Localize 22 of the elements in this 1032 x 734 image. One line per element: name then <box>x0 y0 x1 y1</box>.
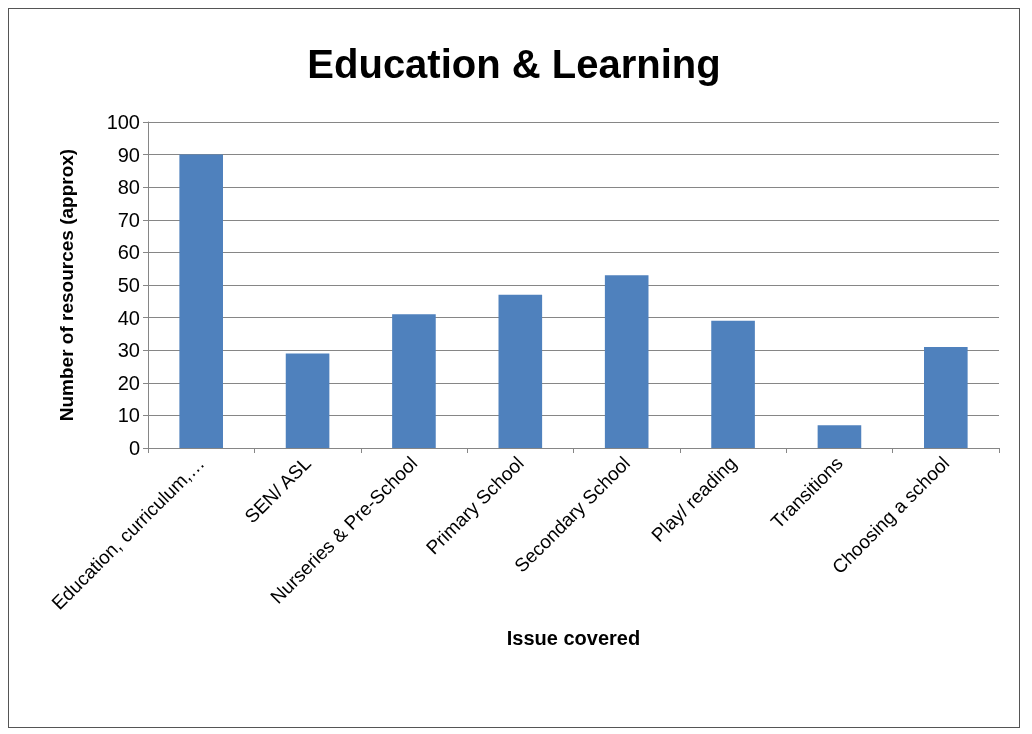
bar <box>392 314 436 448</box>
y-tick-label: 90 <box>117 143 140 166</box>
x-axis-title: Issue covered <box>506 627 641 649</box>
y-axis-title: Number of resources (approx) <box>56 148 77 422</box>
y-tick-label: 50 <box>117 274 140 296</box>
y-tick-label: 10 <box>117 404 140 427</box>
bar <box>817 425 862 448</box>
bar <box>924 346 968 448</box>
y-tick-label: 30 <box>117 339 140 362</box>
y-tick-label: 80 <box>117 176 140 199</box>
y-tick-label: 60 <box>117 241 140 264</box>
y-tick-label: 100 <box>106 111 140 133</box>
chart-title: Education & Learning <box>307 42 721 86</box>
y-tick-label: 70 <box>117 208 140 231</box>
bar <box>498 294 543 448</box>
bar <box>285 353 330 448</box>
y-tick-label: 20 <box>117 371 140 394</box>
bar <box>711 320 755 448</box>
y-tick-label: 0 <box>128 437 140 459</box>
y-tick-label: 40 <box>117 306 140 329</box>
bar <box>179 154 223 448</box>
bar <box>604 275 649 448</box>
